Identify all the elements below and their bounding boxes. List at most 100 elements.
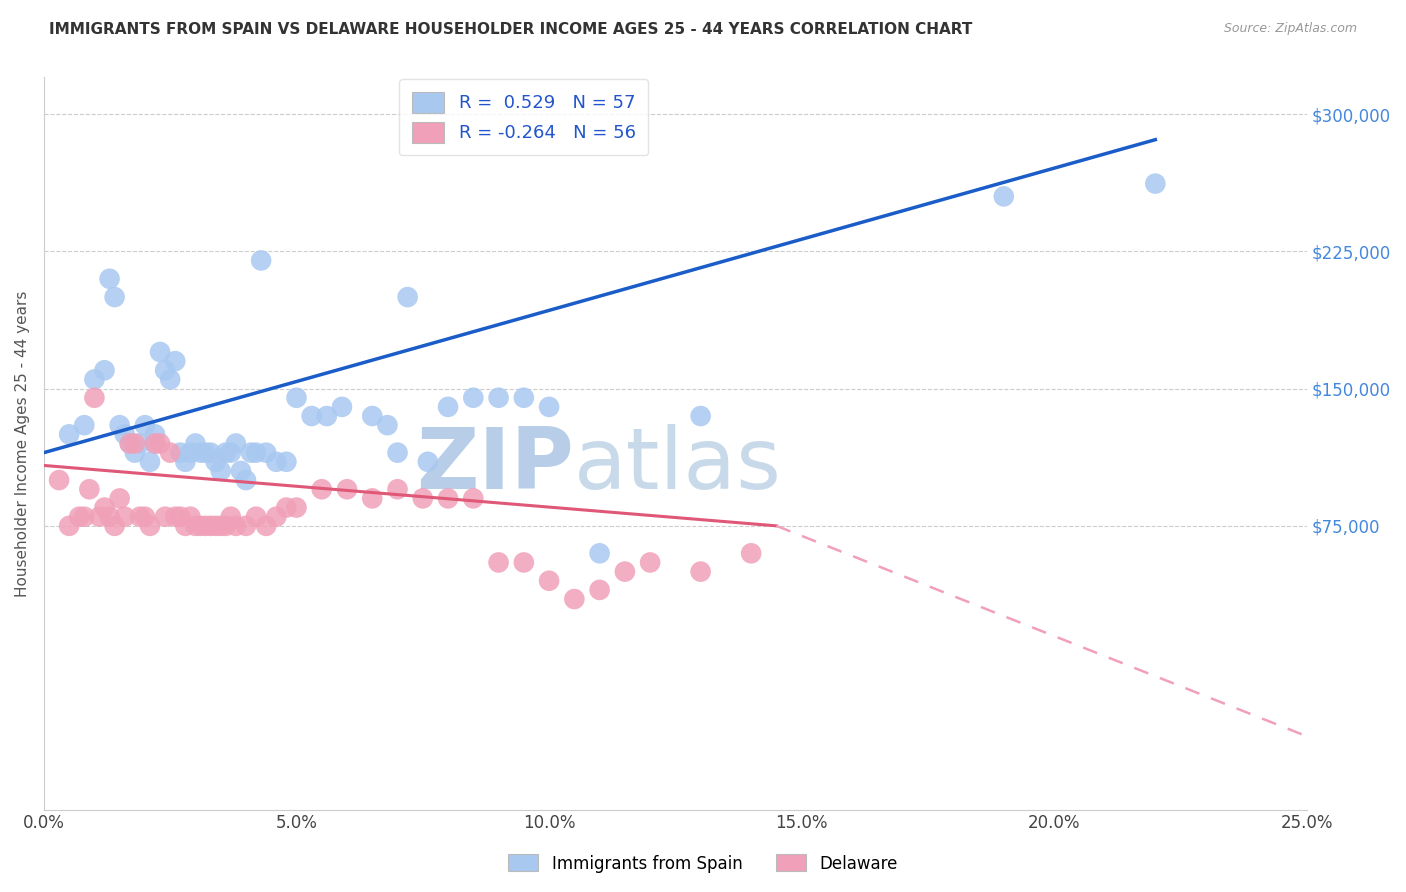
Text: Source: ZipAtlas.com: Source: ZipAtlas.com bbox=[1223, 22, 1357, 36]
Point bbox=[128, 509, 150, 524]
Point bbox=[513, 556, 536, 570]
Point bbox=[143, 436, 166, 450]
Point bbox=[93, 500, 115, 515]
Point bbox=[83, 372, 105, 386]
Point bbox=[204, 519, 226, 533]
Point bbox=[159, 445, 181, 459]
Point bbox=[488, 556, 510, 570]
Point bbox=[98, 272, 121, 286]
Point bbox=[165, 509, 187, 524]
Point bbox=[301, 409, 323, 423]
Point bbox=[209, 464, 232, 478]
Point bbox=[209, 519, 232, 533]
Point bbox=[311, 482, 333, 496]
Point bbox=[153, 363, 176, 377]
Point bbox=[190, 445, 212, 459]
Legend: R =  0.529   N = 57, R = -0.264   N = 56: R = 0.529 N = 57, R = -0.264 N = 56 bbox=[399, 79, 648, 155]
Point bbox=[73, 509, 96, 524]
Point bbox=[588, 582, 610, 597]
Point bbox=[67, 509, 90, 524]
Point bbox=[225, 519, 247, 533]
Point bbox=[190, 519, 212, 533]
Point bbox=[118, 436, 141, 450]
Point bbox=[174, 519, 197, 533]
Point bbox=[437, 491, 460, 506]
Point bbox=[396, 290, 419, 304]
Point bbox=[437, 400, 460, 414]
Point bbox=[513, 391, 536, 405]
Point bbox=[200, 445, 222, 459]
Point bbox=[254, 445, 277, 459]
Point bbox=[128, 436, 150, 450]
Point bbox=[98, 509, 121, 524]
Point bbox=[149, 436, 172, 450]
Point bbox=[250, 253, 273, 268]
Point bbox=[377, 418, 399, 433]
Point bbox=[315, 409, 337, 423]
Point bbox=[235, 519, 257, 533]
Point bbox=[266, 455, 288, 469]
Point bbox=[361, 409, 384, 423]
Point bbox=[245, 445, 267, 459]
Point bbox=[689, 409, 711, 423]
Point bbox=[159, 372, 181, 386]
Y-axis label: Householder Income Ages 25 - 44 years: Householder Income Ages 25 - 44 years bbox=[15, 290, 30, 597]
Point bbox=[165, 354, 187, 368]
Point bbox=[240, 445, 263, 459]
Point bbox=[184, 436, 207, 450]
Point bbox=[613, 565, 636, 579]
Point bbox=[276, 500, 298, 515]
Point bbox=[134, 509, 156, 524]
Point bbox=[488, 391, 510, 405]
Point bbox=[139, 519, 162, 533]
Point bbox=[139, 455, 162, 469]
Point bbox=[48, 473, 70, 487]
Point bbox=[149, 345, 172, 359]
Point bbox=[993, 189, 1015, 203]
Point bbox=[124, 445, 146, 459]
Point bbox=[134, 418, 156, 433]
Legend: Immigrants from Spain, Delaware: Immigrants from Spain, Delaware bbox=[502, 847, 904, 880]
Point bbox=[200, 519, 222, 533]
Point bbox=[285, 391, 308, 405]
Point bbox=[330, 400, 353, 414]
Point bbox=[229, 464, 252, 478]
Point bbox=[169, 509, 191, 524]
Point bbox=[463, 491, 485, 506]
Point bbox=[169, 445, 191, 459]
Point bbox=[689, 565, 711, 579]
Point bbox=[215, 445, 238, 459]
Point bbox=[143, 427, 166, 442]
Point bbox=[179, 509, 201, 524]
Point bbox=[387, 482, 409, 496]
Point bbox=[104, 519, 127, 533]
Point bbox=[740, 546, 762, 560]
Point bbox=[104, 290, 127, 304]
Point bbox=[463, 391, 485, 405]
Point bbox=[276, 455, 298, 469]
Point bbox=[285, 500, 308, 515]
Point bbox=[89, 509, 111, 524]
Point bbox=[538, 574, 561, 588]
Point bbox=[638, 556, 661, 570]
Point bbox=[562, 592, 585, 607]
Point bbox=[1144, 177, 1167, 191]
Point bbox=[538, 400, 561, 414]
Point bbox=[266, 509, 288, 524]
Point bbox=[194, 445, 217, 459]
Text: atlas: atlas bbox=[574, 424, 782, 507]
Point bbox=[387, 445, 409, 459]
Point bbox=[124, 436, 146, 450]
Point bbox=[219, 445, 242, 459]
Point bbox=[179, 445, 201, 459]
Point bbox=[235, 473, 257, 487]
Point bbox=[58, 427, 80, 442]
Point bbox=[108, 491, 131, 506]
Point bbox=[114, 427, 136, 442]
Point bbox=[225, 436, 247, 450]
Point bbox=[108, 418, 131, 433]
Point bbox=[153, 509, 176, 524]
Point bbox=[412, 491, 434, 506]
Point bbox=[58, 519, 80, 533]
Text: ZIP: ZIP bbox=[416, 424, 574, 507]
